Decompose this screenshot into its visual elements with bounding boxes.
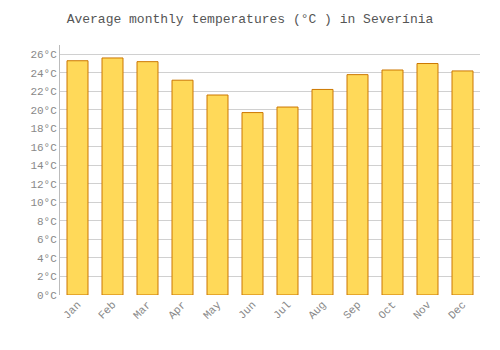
- svg-text:16°C: 16°C: [30, 142, 57, 154]
- svg-text:10°C: 10°C: [30, 197, 57, 209]
- svg-text:May: May: [201, 299, 224, 322]
- svg-text:Oct: Oct: [376, 299, 398, 321]
- svg-text:Jul: Jul: [271, 299, 293, 321]
- svg-text:Average monthly temperatures (: Average monthly temperatures (°C ) in Se…: [67, 12, 434, 27]
- svg-text:Aug: Aug: [306, 299, 328, 321]
- svg-text:Dec: Dec: [446, 299, 468, 321]
- svg-text:Nov: Nov: [411, 299, 434, 322]
- svg-text:Apr: Apr: [166, 299, 188, 321]
- svg-text:4°C: 4°C: [37, 253, 57, 265]
- svg-text:Jun: Jun: [236, 299, 258, 321]
- svg-text:12°C: 12°C: [30, 179, 57, 191]
- svg-text:22°C: 22°C: [30, 86, 57, 98]
- svg-text:20°C: 20°C: [30, 105, 57, 117]
- svg-text:Sep: Sep: [341, 299, 363, 321]
- svg-text:Feb: Feb: [96, 299, 118, 321]
- svg-text:14°C: 14°C: [30, 160, 57, 172]
- svg-text:Mar: Mar: [131, 299, 153, 321]
- svg-text:6°C: 6°C: [37, 234, 57, 246]
- svg-text:8°C: 8°C: [37, 216, 57, 228]
- svg-text:18°C: 18°C: [30, 123, 57, 135]
- svg-text:0°C: 0°C: [37, 290, 57, 302]
- svg-text:2°C: 2°C: [37, 271, 57, 283]
- svg-text:Jan: Jan: [61, 299, 83, 321]
- svg-text:26°C: 26°C: [30, 49, 57, 61]
- svg-text:24°C: 24°C: [30, 68, 57, 80]
